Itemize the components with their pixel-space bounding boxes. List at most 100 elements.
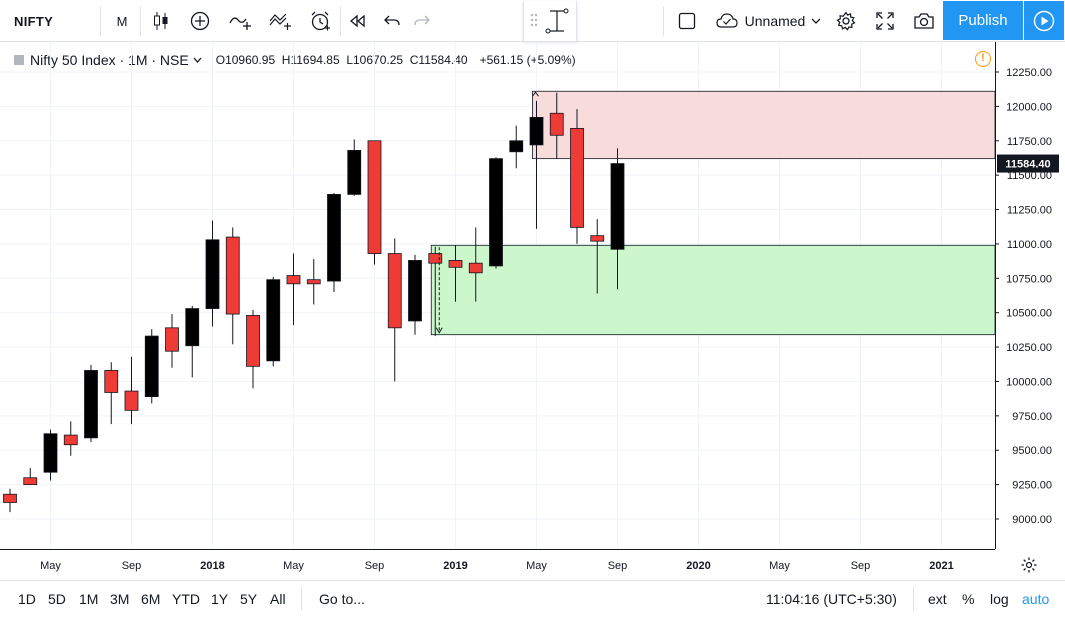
low-label: L [346, 53, 353, 67]
price-tick-label: 9250.00 [1012, 480, 1052, 492]
series-title[interactable]: Nifty 50 Index · 1M · NSE [30, 52, 189, 68]
candle-body [387, 253, 402, 329]
extended-hours-toggle[interactable]: ext [928, 581, 947, 616]
candles-icon[interactable] [146, 0, 176, 42]
range-button-3m[interactable]: 3M [110, 590, 130, 607]
last-price-label: 11584.40 [1005, 159, 1050, 171]
range-button-5d[interactable]: 5D [48, 590, 66, 607]
candle [610, 148, 625, 290]
timezone-clock[interactable]: 11:04:16 (UTC+5:30) [766, 581, 897, 616]
warning-icon[interactable]: ! [975, 51, 991, 67]
candle-body [63, 434, 78, 446]
publish-label: Publish [958, 12, 1008, 29]
layout-icon[interactable] [670, 0, 704, 42]
alert-icon[interactable] [303, 0, 337, 42]
fullscreen-icon[interactable] [869, 0, 901, 42]
candle-body [529, 116, 544, 146]
symbol-search[interactable]: NIFTY [0, 0, 100, 42]
toolbar-divider [140, 6, 141, 36]
candle-body [367, 140, 382, 254]
range-button-5y[interactable]: 5Y [240, 590, 258, 607]
auto-scale-toggle[interactable]: auto [1022, 581, 1049, 616]
candle [509, 125, 524, 169]
range-button-ytd[interactable]: YTD [172, 590, 200, 607]
open-value: 10960.95 [225, 53, 276, 67]
toolbar-divider [913, 587, 914, 611]
chevron-down-icon[interactable] [193, 57, 202, 63]
candle-body [43, 433, 58, 473]
redo-icon[interactable] [408, 0, 436, 42]
range-button-6m[interactable]: 6M [141, 590, 161, 607]
floating-drawing-toolbar[interactable] [523, 1, 577, 42]
time-axis: May Sep 2018 May Sep 2019 May Sep 2020 May Sep 2021 [0, 549, 995, 572]
price-tick-label: 12000.00 [1006, 101, 1052, 113]
indicators-icon[interactable] [183, 0, 217, 42]
candle-body [509, 140, 524, 153]
candle [367, 140, 382, 265]
compare-icon[interactable] [223, 0, 257, 42]
candle-body [144, 335, 159, 397]
range-button-1d[interactable]: 1D [18, 590, 36, 607]
toolbar-divider [100, 6, 101, 36]
candle-body [306, 279, 321, 285]
candle [408, 254, 422, 335]
price-tick-label: 9000.00 [1012, 514, 1052, 526]
candle [165, 314, 179, 368]
price-tick-label: 11500.00 [1007, 170, 1052, 182]
log-label: log [990, 590, 1009, 607]
candle [104, 362, 119, 425]
chart-layout-menu[interactable]: Unnamed [706, 0, 830, 42]
snapshot-icon[interactable] [907, 0, 941, 42]
candle [246, 309, 260, 389]
open-label: O [215, 53, 226, 67]
candle [327, 193, 341, 293]
price-tick-label: 10500.00 [1006, 308, 1052, 320]
range-button-all[interactable]: All [270, 590, 286, 607]
templates-icon[interactable] [263, 0, 297, 42]
candle [347, 139, 362, 196]
clock-label: 11:04:16 (UTC+5:30) [766, 590, 897, 607]
time-tick-label: May [283, 560, 304, 572]
range-button-1y[interactable]: 1Y [211, 590, 229, 607]
price-tick-label: 11750.00 [1007, 136, 1052, 148]
percent-scale-toggle[interactable]: % [962, 581, 974, 616]
play-icon [1033, 10, 1055, 31]
play-button[interactable] [1024, 1, 1064, 40]
price-tick-label: 9500.00 [1012, 445, 1052, 457]
time-tick-label: Sep [365, 560, 385, 572]
candle [489, 157, 503, 269]
toolbar-divider [340, 6, 341, 36]
price-tick-label: 11250.00 [1007, 205, 1052, 217]
candle-body [266, 279, 281, 362]
undo-icon[interactable] [378, 0, 406, 42]
price-tick-label: 10250.00 [1006, 342, 1052, 354]
range-button-1m[interactable]: 1M [79, 590, 99, 607]
chart-settings-icon[interactable] [1020, 556, 1038, 574]
candle-body [246, 315, 260, 367]
interval-label: M [116, 13, 128, 29]
candle [529, 100, 544, 229]
interval-button[interactable]: M [106, 0, 138, 42]
bottom-toolbar: 1D 5D 1M 3M 6M YTD 1Y 5Y All Go to... 11:04:16 (… [0, 580, 1065, 617]
time-tick-label: May [40, 560, 61, 572]
toolbar-divider [301, 587, 302, 611]
log-scale-toggle[interactable]: log [990, 581, 1009, 616]
candle-body [428, 253, 443, 264]
arrow-head [532, 91, 539, 97]
replay-icon[interactable] [343, 0, 373, 42]
price-chart[interactable]: 12250.00 12000.00 11750.00 11500.00 11250.00… [0, 42, 1065, 580]
high-value: 11694.85 [290, 53, 340, 67]
time-tick-label: 2020 [686, 560, 710, 572]
settings-icon[interactable] [830, 0, 862, 42]
high-label: H [281, 53, 291, 67]
publish-button[interactable]: Publish [943, 1, 1023, 40]
goto-button[interactable]: Go to... [319, 581, 365, 616]
change-value: +561.15 (+5.09%) [479, 53, 576, 67]
series-legend: Nifty 50 Index · 1M · NSE O10960.95 H116… [14, 50, 576, 70]
price-tick-label: 11000.00 [1007, 239, 1052, 251]
candle [185, 305, 200, 378]
supply-zone [532, 90, 996, 160]
candle [225, 227, 240, 345]
chart-layout-name: Unnamed [744, 13, 806, 29]
